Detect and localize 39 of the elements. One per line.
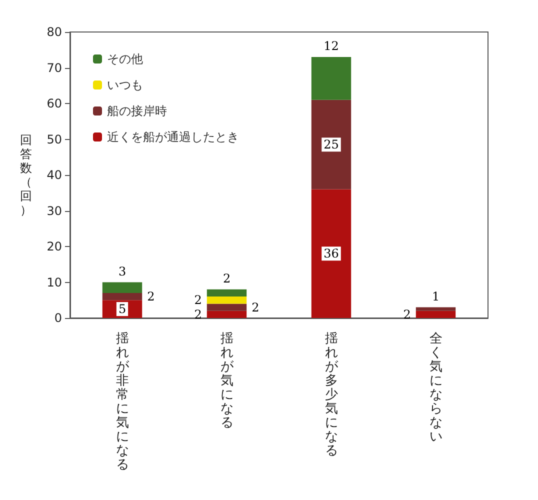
bar [206,289,247,297]
bar [206,310,247,318]
y-tick-label: 80 [46,25,62,39]
legend-label: 船の接岸時 [107,104,167,118]
y-tick-label: 70 [46,60,62,75]
bar [102,282,142,293]
data-label: 12 [324,39,339,54]
data-label: 2 [222,271,231,286]
y-tick-label: 30 [46,204,62,218]
data-label: 2 [147,290,155,304]
data-label: 3 [118,264,126,278]
bar [311,100,352,190]
bar [206,296,247,304]
legend-label: 近くを船が通過したとき [107,130,239,144]
y-tick-label: 40 [46,168,62,182]
data-label: 1 [432,289,440,304]
data-label: 2 [252,300,260,314]
bar [206,304,247,311]
category-label: 揺れが非常に気になる [116,332,129,472]
category-label: 揺れが多少気になる [324,332,338,458]
bar [102,292,142,300]
legend-label: その他 [107,52,143,66]
bar [311,57,352,100]
x-tick-label: 揺れが気になる [220,332,234,430]
y-tick-label: 50 [46,132,62,146]
legend-label: いつも [107,78,143,92]
data-label: 2 [194,293,202,308]
bar [416,310,456,318]
data-label: 5 [118,302,126,316]
y-tick-label: 0 [54,311,62,325]
y-axis-title: 回答数（回） [20,133,32,217]
y-tick-label: 10 [46,275,62,290]
y-tick-label: 20 [46,240,62,254]
bar [311,189,352,318]
y-tick-label: 60 [46,96,62,110]
x-tick-label: 全く気にならない [429,332,442,444]
bar [416,307,456,311]
data-label: 36 [324,246,339,261]
data-label: 25 [324,138,339,152]
